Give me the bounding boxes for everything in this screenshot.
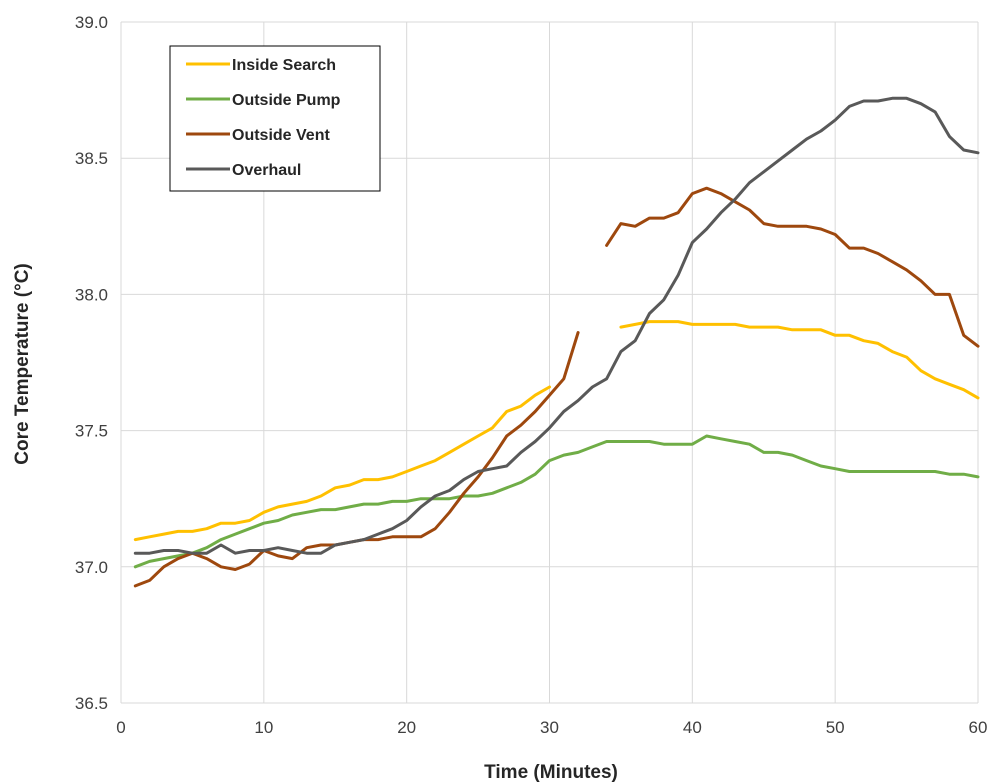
series-line-outside-vent <box>605 186 980 348</box>
x-tick-label: 0 <box>116 718 125 737</box>
y-tick-label: 37.0 <box>75 558 108 577</box>
y-tick-label: 37.5 <box>75 422 108 441</box>
x-tick-label: 20 <box>397 718 416 737</box>
axis-layer: 36.5 37.0 37.5 38.0 38.5 39.0 0 10 20 30 40 50 60 <box>75 13 988 737</box>
y-tick-label: 36.5 <box>75 694 108 713</box>
series-line-inside-search <box>133 385 551 542</box>
y-tick-label: 38.0 <box>75 285 108 304</box>
x-tick-label: 60 <box>969 718 988 737</box>
x-tick-label: 50 <box>826 718 845 737</box>
legend-label-outside-pump: Outside Pump <box>232 92 341 109</box>
legend-box <box>169 45 381 192</box>
legend: Inside Search Outside Pump Outside Vent Ove… <box>169 45 381 192</box>
y-tick-label: 39.0 <box>75 13 108 32</box>
series-layer <box>133 96 980 588</box>
y-tick-label: 38.5 <box>75 149 108 168</box>
y-axis-title: Core Temperature (°C) <box>12 263 33 465</box>
series-line-outside-pump <box>133 434 980 569</box>
x-axis-title: Time (Minutes) <box>484 762 618 783</box>
x-tick-label: 10 <box>254 718 273 737</box>
legend-label-overhaul: Overhaul <box>232 162 301 179</box>
legend-label-inside-search: Inside Search <box>232 57 336 74</box>
series-line-overhaul <box>133 96 980 555</box>
grid-layer <box>120 21 979 704</box>
legend-label-outside-vent: Outside Vent <box>232 127 330 144</box>
series-line-inside-search <box>619 320 980 400</box>
x-tick-label: 30 <box>540 718 559 737</box>
x-tick-label: 40 <box>683 718 702 737</box>
